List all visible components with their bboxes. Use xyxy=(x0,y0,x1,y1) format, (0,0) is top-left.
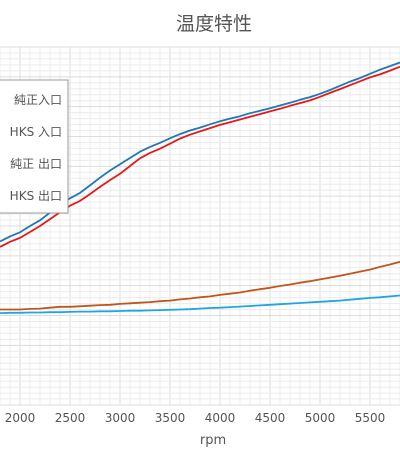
x-tick-label: 5500 xyxy=(355,411,386,425)
x-tick-label: 2500 xyxy=(55,411,86,425)
grid xyxy=(0,46,400,406)
legend-item[interactable]: 純正入口 xyxy=(14,93,62,107)
x-tick-label: 5000 xyxy=(305,411,336,425)
legend-item[interactable]: 純正 出口 xyxy=(10,157,62,171)
x-tick-label: 3500 xyxy=(155,411,186,425)
legend-item[interactable]: HKS 出口 xyxy=(10,189,62,203)
x-tick-label: 3000 xyxy=(105,411,136,425)
chart-title: 温度特性 xyxy=(176,13,252,35)
series-line-4 xyxy=(0,294,400,314)
legend-item[interactable]: HKS 入口 xyxy=(10,125,62,139)
x-tick-label: 2000 xyxy=(5,411,36,425)
x-axis-label: rpm xyxy=(200,433,226,448)
x-tick-label: 4000 xyxy=(205,411,236,425)
series-line-3 xyxy=(0,260,400,311)
x-axis-ticks: 2000 2500 3000 3500 4000 4500 5000 5500 xyxy=(5,411,386,425)
x-tick-label: 4500 xyxy=(255,411,286,425)
legend-box xyxy=(0,79,69,214)
